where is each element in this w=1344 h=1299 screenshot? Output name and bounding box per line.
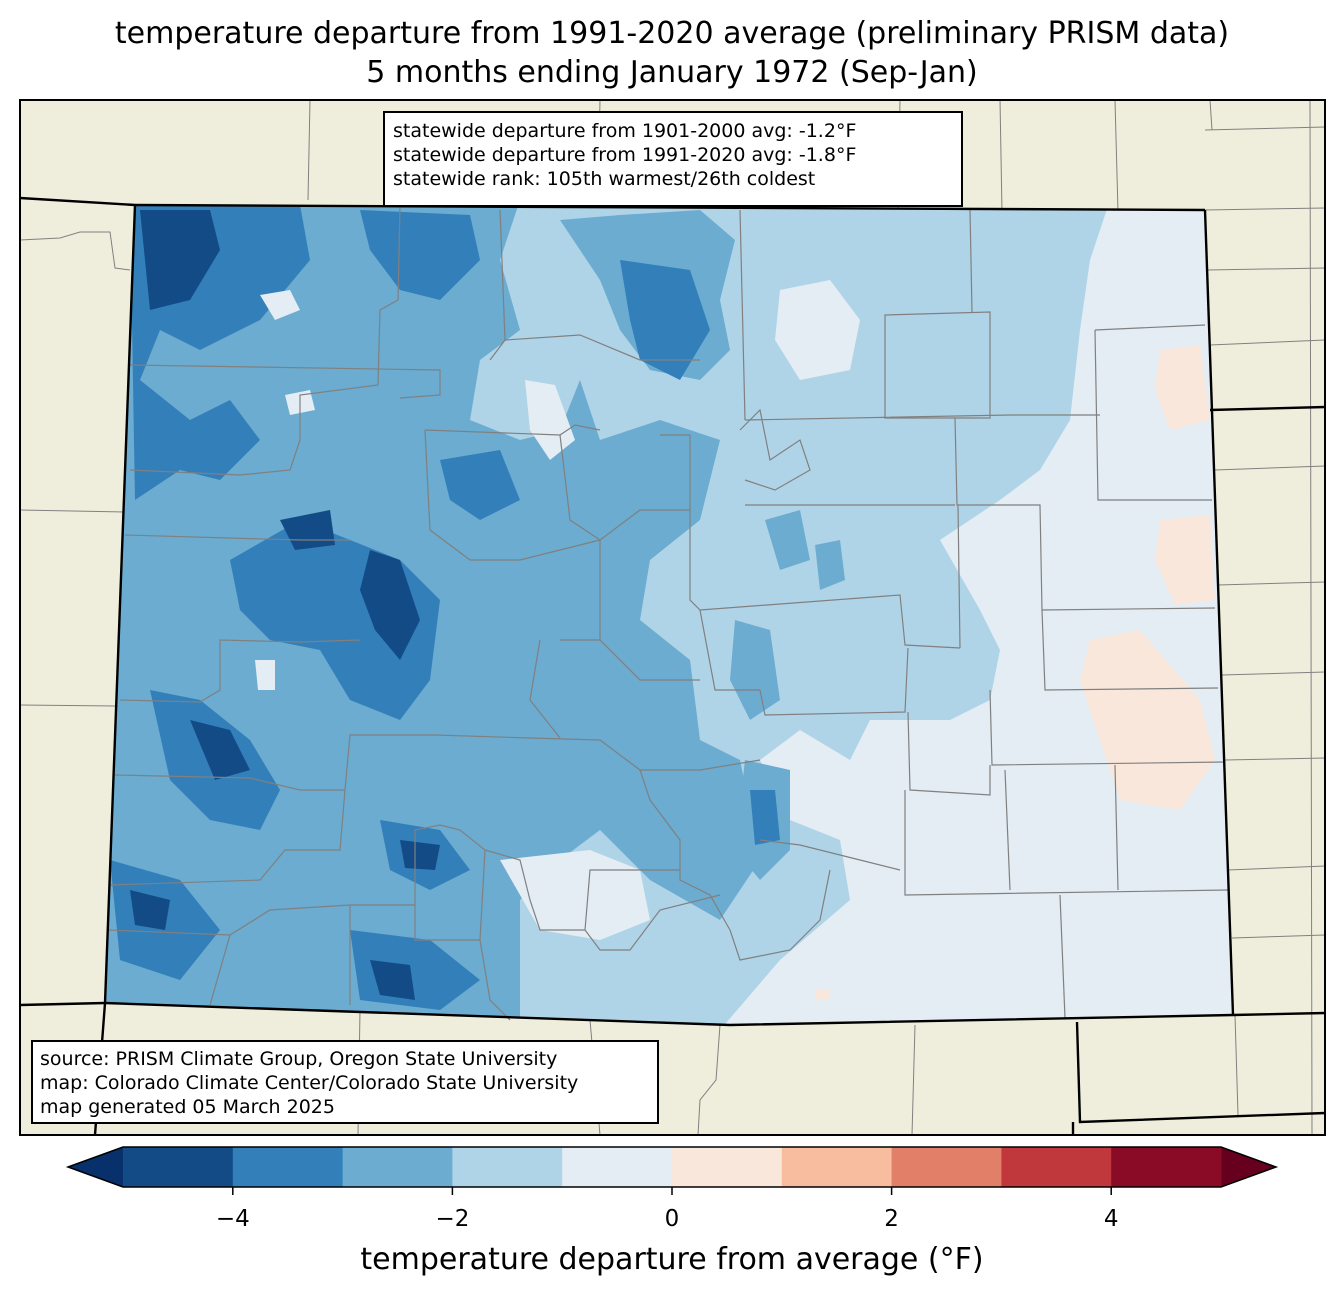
colorbar-segment: [781, 1147, 893, 1187]
generated-date-line: map generated 05 March 2025: [40, 1096, 335, 1118]
colorbar-segment: [232, 1147, 344, 1187]
map-title-line1: temperature departure from 1991-2020 ave…: [114, 16, 1230, 51]
colorbar-tick-label: 0: [664, 1206, 680, 1232]
colorbar-tick-label: 4: [1103, 1206, 1119, 1232]
temperature-field: [105, 205, 1233, 1025]
colorbar-segment: [452, 1147, 563, 1187]
stats-line-1991-2020: statewide departure from 1991-2020 avg: …: [393, 144, 857, 166]
colorbar: [65, 1146, 1279, 1195]
colorbar-under-extend: [68, 1147, 123, 1187]
map-frame: [19, 99, 1326, 1136]
colorbar-tick-label: −4: [215, 1206, 250, 1232]
colorbar-segment: [672, 1147, 783, 1187]
colorbar-segment: [1111, 1147, 1222, 1187]
colorbar-outline: [65, 1146, 1279, 1188]
colorbar-tick-label: 2: [884, 1206, 899, 1232]
colorbar-segment: [562, 1147, 673, 1187]
colorbar-over-extend: [1221, 1147, 1276, 1187]
colorbar-tick-label: −2: [435, 1206, 470, 1232]
colorbar-segment: [123, 1147, 234, 1187]
source-box: source: PRISM Climate Group, Oregon Stat…: [31, 1040, 659, 1124]
map-title-line2: 5 months ending January 1972 (Sep-Jan): [366, 55, 978, 90]
source-line: source: PRISM Climate Group, Oregon Stat…: [40, 1048, 558, 1070]
contour-band-0-plus1: [1155, 345, 1210, 430]
stats-line-1901-2000: statewide departure from 1901-2000 avg: …: [393, 120, 857, 142]
state-borders: [20, 196, 1325, 1135]
contour-band-minus4-minus5: [140, 210, 220, 310]
colorado-county-lines: [107, 204, 1229, 1021]
colorbar-segment: [891, 1147, 1002, 1187]
stats-line-rank: statewide rank: 105th warmest/26th colde…: [393, 168, 816, 190]
map-credit-line: map: Colorado Climate Center/Colorado St…: [40, 1072, 579, 1094]
colorbar-segment: [342, 1147, 453, 1187]
colorbar-segment: [1001, 1147, 1112, 1187]
colorbar-label: temperature departure from average (°F): [360, 1242, 984, 1277]
statewide-stats-box: statewide departure from 1901-2000 avg: …: [383, 111, 963, 207]
